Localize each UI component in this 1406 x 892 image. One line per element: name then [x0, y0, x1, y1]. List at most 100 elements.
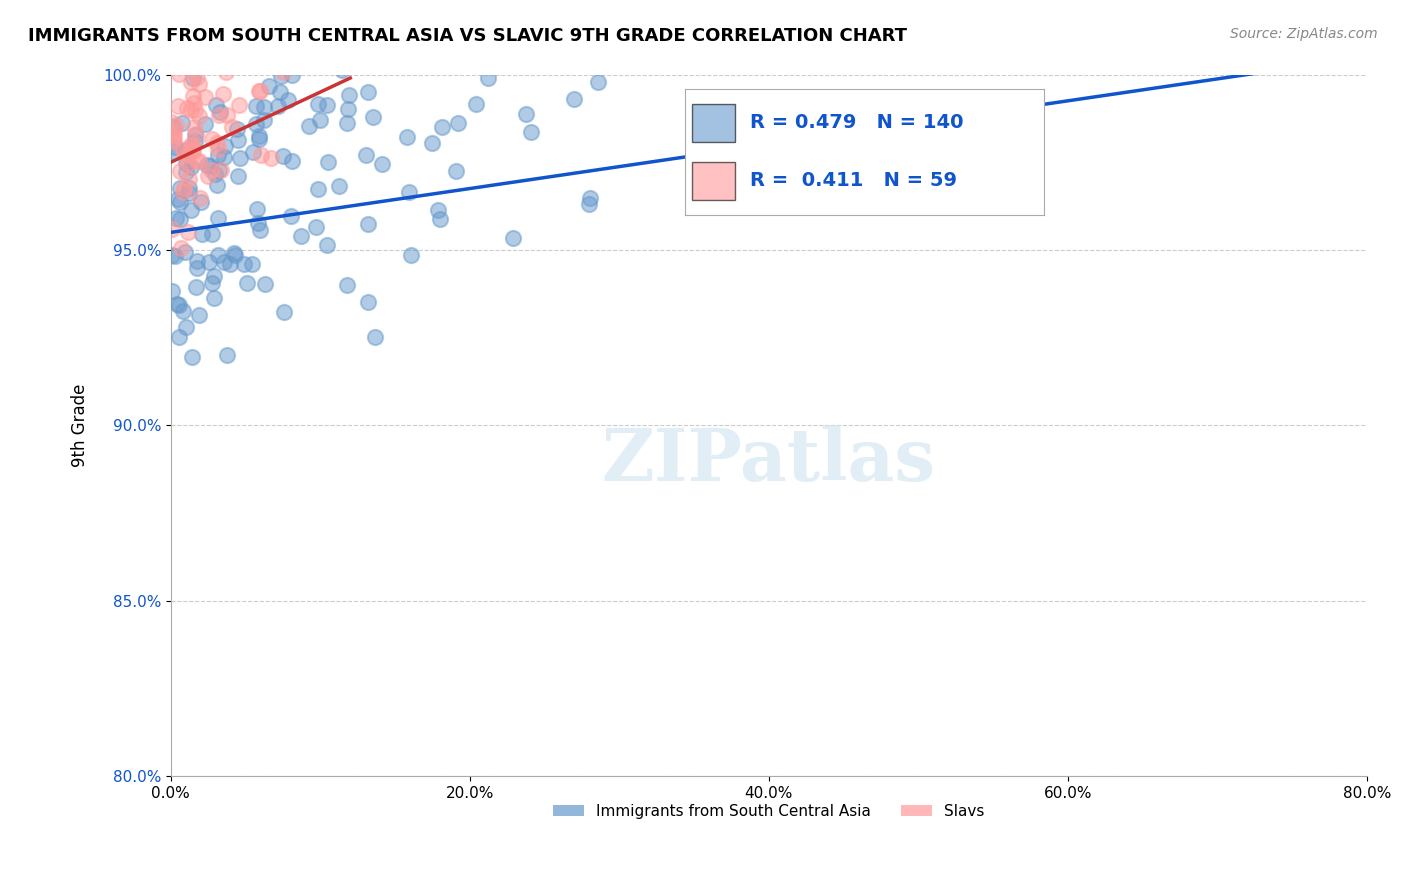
Slavs	[205, 136, 228, 151]
Y-axis label: 9th Grade: 9th Grade	[72, 384, 89, 467]
Immigrants from South Central Asia	[246, 202, 269, 217]
Immigrants from South Central Asia	[190, 194, 212, 209]
Immigrants from South Central Asia	[200, 159, 222, 173]
Immigrants from South Central Asia	[197, 254, 219, 268]
Slavs	[202, 45, 225, 60]
Immigrants from South Central Asia	[186, 260, 208, 275]
Immigrants from South Central Asia	[336, 278, 359, 293]
Immigrants from South Central Asia	[204, 50, 226, 64]
Immigrants from South Central Asia	[174, 143, 197, 157]
Immigrants from South Central Asia	[207, 211, 229, 225]
Immigrants from South Central Asia	[184, 134, 207, 148]
Slavs	[187, 109, 209, 123]
Immigrants from South Central Asia	[395, 129, 418, 144]
Slavs	[271, 65, 294, 79]
Immigrants from South Central Asia	[163, 139, 186, 153]
Immigrants from South Central Asia	[363, 329, 385, 343]
Immigrants from South Central Asia	[184, 280, 207, 294]
Immigrants from South Central Asia	[201, 227, 224, 241]
Slavs	[183, 89, 205, 103]
Immigrants from South Central Asia	[361, 110, 384, 124]
Immigrants from South Central Asia	[212, 151, 235, 165]
Slavs	[201, 132, 224, 146]
Slavs	[188, 191, 211, 205]
Slavs	[207, 142, 229, 156]
Immigrants from South Central Asia	[337, 87, 360, 102]
Immigrants from South Central Asia	[357, 294, 380, 309]
Immigrants from South Central Asia	[232, 257, 254, 271]
Immigrants from South Central Asia	[330, 63, 353, 78]
Immigrants from South Central Asia	[267, 99, 290, 113]
Immigrants from South Central Asia	[174, 320, 197, 334]
Immigrants from South Central Asia	[444, 164, 467, 178]
Immigrants from South Central Asia	[245, 99, 267, 113]
Immigrants from South Central Asia	[515, 107, 537, 121]
Slavs	[190, 55, 212, 70]
Immigrants from South Central Asia	[181, 71, 204, 86]
Slavs	[249, 147, 271, 161]
Immigrants from South Central Asia	[280, 209, 302, 223]
Immigrants from South Central Asia	[170, 116, 193, 130]
Immigrants from South Central Asia	[226, 122, 249, 136]
Immigrants from South Central Asia	[281, 68, 304, 82]
Immigrants from South Central Asia	[176, 165, 198, 179]
Immigrants from South Central Asia	[240, 257, 263, 271]
Immigrants from South Central Asia	[163, 249, 186, 263]
Immigrants from South Central Asia	[167, 192, 190, 206]
Slavs	[211, 87, 233, 101]
Immigrants from South Central Asia	[316, 238, 339, 252]
Immigrants from South Central Asia	[495, 50, 517, 64]
Slavs	[181, 137, 204, 152]
Slavs	[174, 147, 197, 161]
Immigrants from South Central Asia	[290, 228, 312, 243]
Immigrants from South Central Asia	[357, 218, 380, 232]
Immigrants from South Central Asia	[259, 79, 281, 94]
Immigrants from South Central Asia	[162, 120, 184, 135]
Immigrants from South Central Asia	[477, 70, 499, 85]
Immigrants from South Central Asia	[224, 248, 246, 262]
Legend: Immigrants from South Central Asia, Slavs: Immigrants from South Central Asia, Slav…	[547, 797, 991, 825]
Immigrants from South Central Asia	[186, 254, 208, 268]
Slavs	[217, 108, 239, 122]
Immigrants from South Central Asia	[226, 133, 249, 147]
Slavs	[183, 95, 205, 110]
Text: ZIPatlas: ZIPatlas	[602, 425, 936, 496]
Immigrants from South Central Asia	[247, 128, 270, 143]
Immigrants from South Central Asia	[188, 308, 211, 322]
Slavs	[228, 98, 250, 112]
Slavs	[176, 101, 198, 115]
Slavs	[187, 77, 209, 91]
Immigrants from South Central Asia	[354, 148, 377, 162]
Immigrants from South Central Asia	[202, 268, 225, 283]
Slavs	[177, 226, 200, 240]
Immigrants from South Central Asia	[305, 220, 328, 235]
Immigrants from South Central Asia	[678, 50, 700, 64]
Immigrants from South Central Asia	[328, 179, 350, 194]
Immigrants from South Central Asia	[578, 197, 600, 211]
Slavs	[177, 172, 200, 186]
Slavs	[177, 148, 200, 162]
Immigrants from South Central Asia	[222, 246, 245, 260]
Immigrants from South Central Asia	[252, 113, 274, 128]
Slavs	[214, 64, 236, 78]
Immigrants from South Central Asia	[245, 117, 267, 131]
Slavs	[160, 114, 183, 128]
Slavs	[209, 162, 232, 177]
Slavs	[183, 120, 205, 134]
Immigrants from South Central Asia	[204, 167, 226, 181]
Immigrants from South Central Asia	[166, 297, 188, 311]
Slavs	[180, 75, 202, 89]
Immigrants from South Central Asia	[202, 291, 225, 305]
Immigrants from South Central Asia	[169, 181, 191, 195]
Immigrants from South Central Asia	[167, 298, 190, 312]
Immigrants from South Central Asia	[191, 50, 214, 64]
Text: Source: ZipAtlas.com: Source: ZipAtlas.com	[1230, 27, 1378, 41]
Immigrants from South Central Asia	[169, 211, 191, 226]
Slavs	[177, 155, 200, 169]
Immigrants from South Central Asia	[214, 50, 236, 64]
Immigrants from South Central Asia	[502, 231, 524, 245]
Immigrants from South Central Asia	[212, 254, 235, 268]
Slavs	[197, 169, 219, 183]
Immigrants from South Central Asia	[167, 330, 190, 344]
Immigrants from South Central Asia	[229, 151, 252, 165]
